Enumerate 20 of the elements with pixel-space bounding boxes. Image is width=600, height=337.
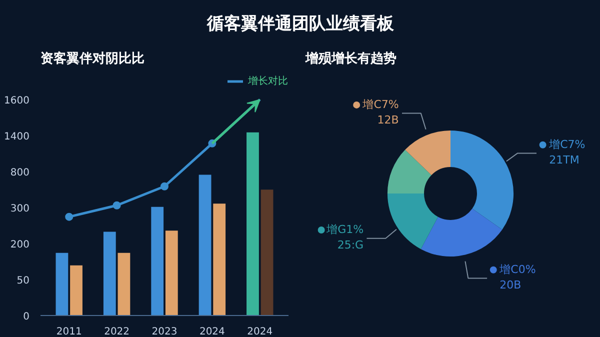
text: 300 <box>10 204 30 215</box>
text: 1400 <box>4 132 30 143</box>
x-tick-label: 2024 <box>247 326 273 337</box>
text: 800 <box>10 168 30 179</box>
legend-label: 增G1% 25:G <box>326 222 364 252</box>
chart-subtitle: 资客翼伴对阴比比 <box>40 50 144 66</box>
x-tick-label: 2011 <box>56 326 82 337</box>
x-tick-label: 2024 <box>199 326 225 337</box>
text: 50 <box>16 276 30 287</box>
legend-label: 增C7% 21TM <box>548 138 586 166</box>
legend-label: 增C7% 12B <box>362 98 399 127</box>
x-tick-label: 2022 <box>104 326 130 337</box>
text: 0 <box>23 312 30 322</box>
chart-subtitle: 增殒增长有趋势 <box>304 50 396 66</box>
text: 200 <box>10 240 30 251</box>
chart-title: 循客翼伴通团队业绩看板 <box>206 14 395 34</box>
legend-label: 增C0% 20B <box>498 262 536 292</box>
x-tick-label: 2023 <box>152 326 178 337</box>
text: 1600 <box>4 96 30 107</box>
legend-label: 增长对比 <box>248 74 288 88</box>
